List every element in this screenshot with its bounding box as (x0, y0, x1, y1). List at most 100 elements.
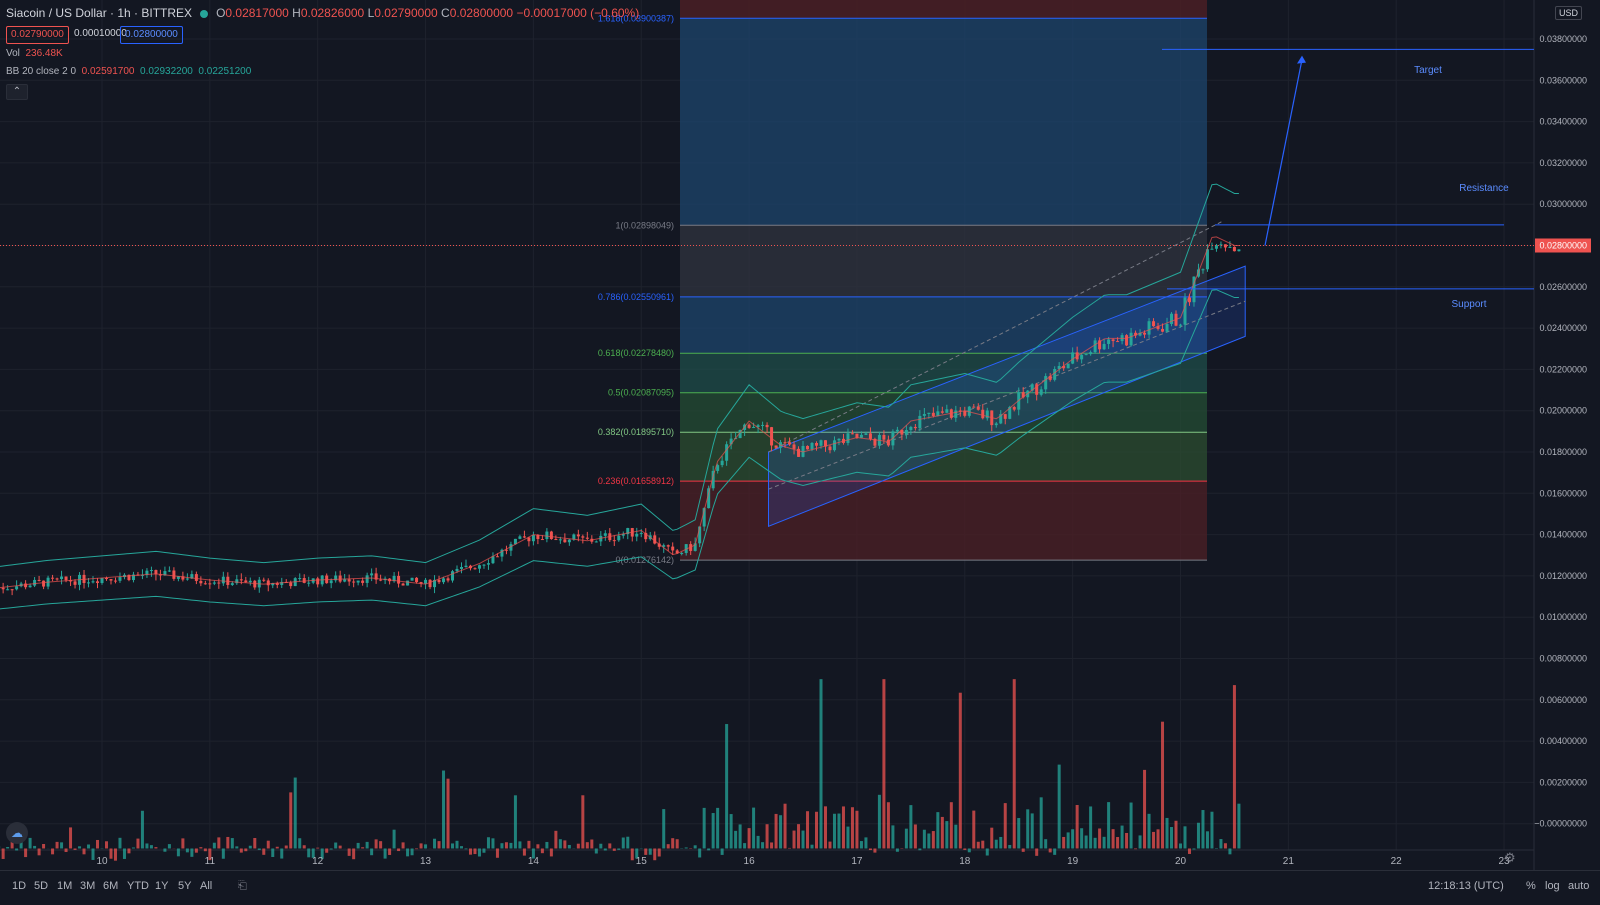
candle[interactable] (231, 583, 234, 585)
candle[interactable] (1237, 249, 1240, 251)
candle[interactable] (1125, 335, 1128, 345)
candle[interactable] (447, 578, 450, 580)
candle[interactable] (186, 578, 189, 579)
candle[interactable] (56, 578, 59, 579)
candle[interactable] (339, 576, 342, 582)
candle[interactable] (1183, 298, 1186, 325)
range-1y[interactable]: 1Y (155, 880, 168, 892)
candle[interactable] (523, 536, 526, 537)
candle[interactable] (370, 573, 373, 575)
candle[interactable] (361, 581, 364, 583)
percent-toggle[interactable]: % (1526, 880, 1536, 892)
candle[interactable] (882, 435, 885, 440)
candle[interactable] (429, 580, 432, 587)
candle[interactable] (438, 580, 441, 582)
candle[interactable] (60, 577, 63, 580)
candle[interactable] (932, 413, 935, 416)
candle[interactable] (518, 536, 521, 539)
candle[interactable] (725, 444, 728, 460)
candle[interactable] (613, 540, 616, 541)
candle[interactable] (249, 581, 252, 582)
candle[interactable] (482, 565, 485, 566)
target-arrow[interactable] (1265, 60, 1302, 246)
candle[interactable] (640, 533, 643, 534)
candle[interactable] (1004, 414, 1007, 419)
candle[interactable] (770, 427, 773, 445)
candle[interactable] (460, 567, 463, 569)
range-5d[interactable]: 5D (34, 880, 48, 892)
candle[interactable] (1116, 341, 1119, 342)
gear-icon[interactable]: ⚙ (1504, 850, 1516, 866)
candle[interactable] (366, 575, 369, 583)
candle[interactable] (851, 433, 854, 434)
candle[interactable] (473, 568, 476, 569)
candle[interactable] (262, 580, 265, 581)
candle[interactable] (204, 583, 207, 584)
candle[interactable] (213, 583, 216, 584)
candle[interactable] (761, 425, 764, 426)
candle[interactable] (945, 409, 948, 412)
candle[interactable] (532, 535, 535, 541)
candle[interactable] (195, 574, 198, 581)
candle[interactable] (815, 443, 818, 446)
candle[interactable] (456, 569, 459, 571)
candle[interactable] (923, 414, 926, 416)
candle[interactable] (1080, 355, 1083, 359)
candle[interactable] (352, 582, 355, 583)
candle[interactable] (29, 586, 32, 588)
candle[interactable] (671, 547, 674, 551)
candle[interactable] (1143, 333, 1146, 335)
candle[interactable] (918, 416, 921, 428)
candle[interactable] (680, 553, 683, 554)
candle[interactable] (74, 581, 77, 584)
candle[interactable] (65, 577, 68, 581)
candle[interactable] (451, 571, 454, 580)
candle[interactable] (298, 578, 301, 579)
candle[interactable] (1040, 389, 1043, 394)
collapse-legend-button[interactable]: ⌃ (6, 84, 28, 100)
candle[interactable] (1130, 333, 1133, 346)
goto-date-icon[interactable]: ⎗ (238, 880, 247, 893)
candle[interactable] (905, 430, 908, 435)
candle[interactable] (806, 446, 809, 449)
candle[interactable] (896, 430, 899, 432)
candle[interactable] (793, 444, 796, 448)
candle[interactable] (253, 581, 256, 588)
candle[interactable] (415, 578, 418, 582)
candle[interactable] (38, 580, 41, 581)
candle[interactable] (1103, 344, 1106, 349)
candle[interactable] (1179, 325, 1182, 326)
candle[interactable] (379, 580, 382, 581)
candle[interactable] (406, 581, 409, 586)
candle[interactable] (828, 447, 831, 451)
candle[interactable] (667, 545, 670, 546)
candle[interactable] (244, 580, 247, 582)
candle[interactable] (330, 580, 333, 583)
candle[interactable] (343, 579, 346, 581)
candle[interactable] (33, 580, 36, 586)
candle[interactable] (240, 579, 243, 580)
range-5y[interactable]: 5Y (178, 880, 191, 892)
log-toggle[interactable]: log (1545, 880, 1560, 892)
candle[interactable] (550, 532, 553, 540)
candle[interactable] (981, 410, 984, 418)
candle[interactable] (150, 570, 153, 571)
candle[interactable] (1228, 247, 1231, 248)
candle[interactable] (6, 589, 9, 590)
candle[interactable] (617, 536, 620, 541)
candle[interactable] (846, 433, 849, 443)
candle[interactable] (995, 423, 998, 425)
candle[interactable] (442, 578, 445, 582)
candle[interactable] (577, 534, 580, 536)
candle[interactable] (217, 583, 220, 584)
candle[interactable] (586, 538, 589, 539)
candle[interactable] (1210, 249, 1213, 250)
clock[interactable]: 12:18:13 (UTC) (1428, 880, 1504, 892)
candle[interactable] (563, 539, 566, 542)
candle[interactable] (820, 440, 823, 445)
candle[interactable] (1148, 321, 1151, 334)
candle[interactable] (51, 578, 54, 579)
candle[interactable] (1201, 269, 1204, 270)
candle[interactable] (559, 539, 562, 540)
